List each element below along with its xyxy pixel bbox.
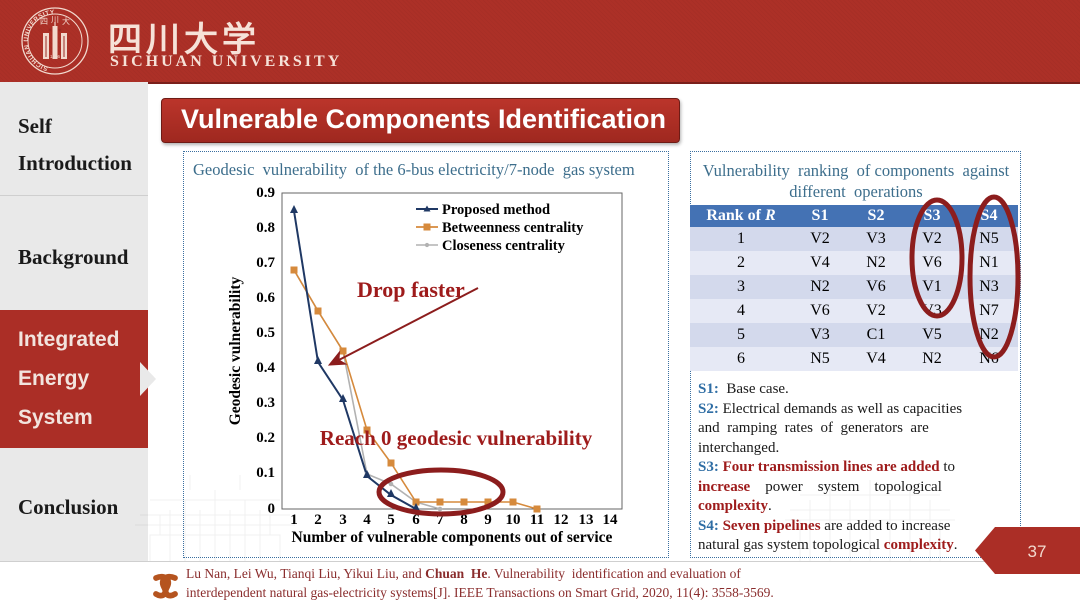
svg-text:37: 37 [1028, 542, 1047, 561]
